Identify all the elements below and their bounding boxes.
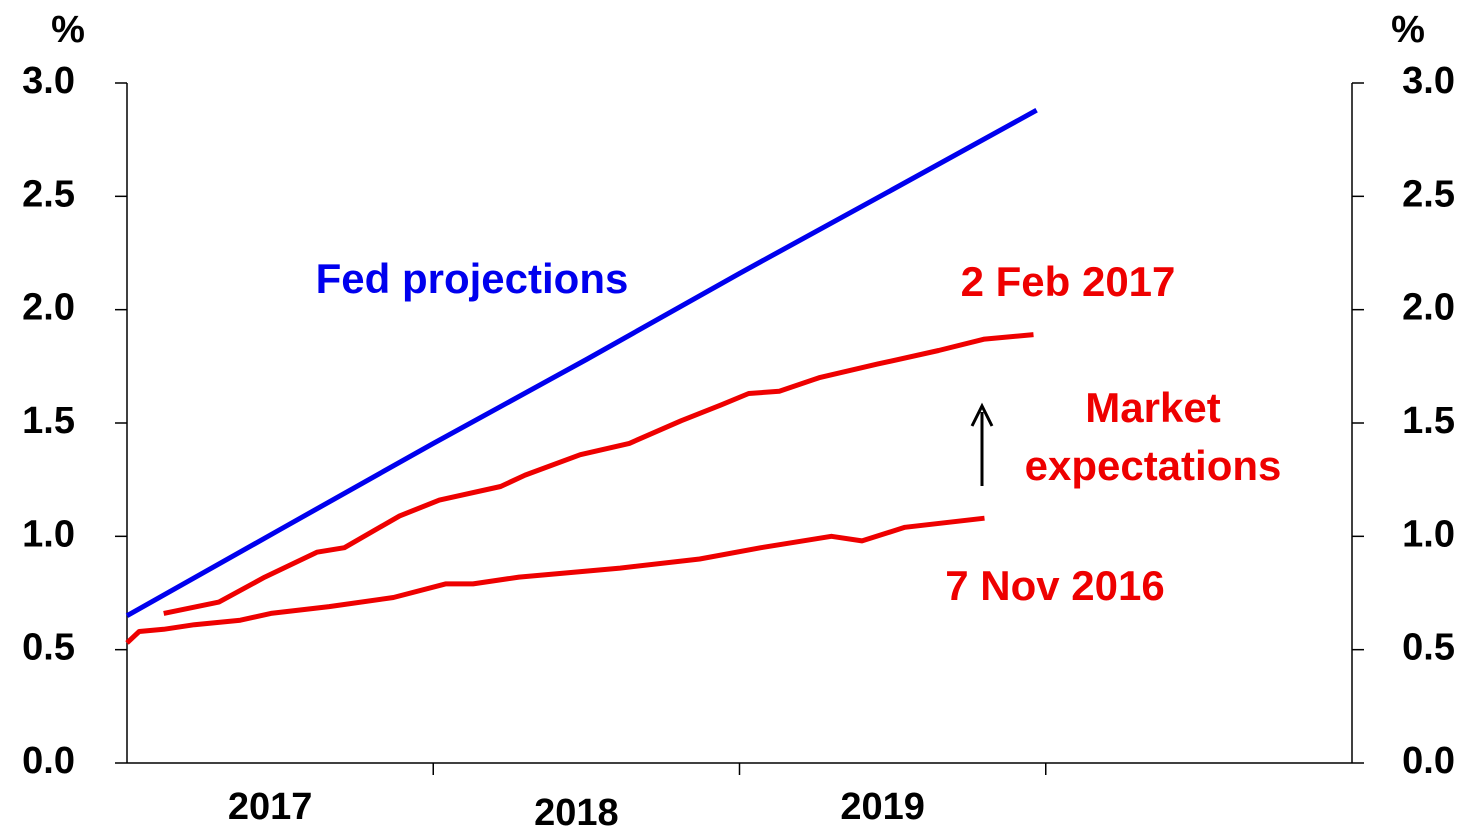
y2-tick-label: 3.0: [1402, 60, 1455, 102]
y2-tick-label: 1.0: [1402, 513, 1455, 555]
y2-unit-label: %: [1391, 9, 1425, 51]
x-tick-label: 2017: [228, 786, 313, 828]
arrow-head: [970, 402, 994, 427]
x-tick-label: 2018: [534, 792, 619, 831]
y2-tick-label: 2.5: [1402, 173, 1455, 215]
y2-tick-label: 1.5: [1402, 400, 1455, 442]
y-tick-label: 2.0: [22, 287, 75, 329]
annotation: expectations: [1025, 442, 1282, 489]
series-label: 2 Feb 2017: [961, 258, 1176, 305]
series-label: 7 Nov 2016: [945, 562, 1164, 609]
series-line: [125, 108, 1038, 618]
series-line: [163, 332, 1034, 616]
annotation: Market: [1085, 384, 1220, 431]
y-tick-label: 1.0: [22, 513, 75, 555]
y2-tick-label: 0.0: [1402, 740, 1455, 782]
y-tick-label: 1.5: [22, 400, 75, 442]
y-tick-label: 3.0: [22, 60, 75, 102]
series-label: Fed projections: [316, 255, 629, 302]
x-tick-label: 2019: [840, 786, 925, 828]
y-unit-label: %: [51, 9, 85, 51]
y-tick-label: 2.5: [22, 173, 75, 215]
y2-tick-label: 0.5: [1402, 627, 1455, 669]
y2-tick-label: 2.0: [1402, 287, 1455, 329]
series-line: [125, 515, 985, 645]
y-tick-label: 0.5: [22, 627, 75, 669]
y-tick-label: 0.0: [22, 740, 75, 782]
